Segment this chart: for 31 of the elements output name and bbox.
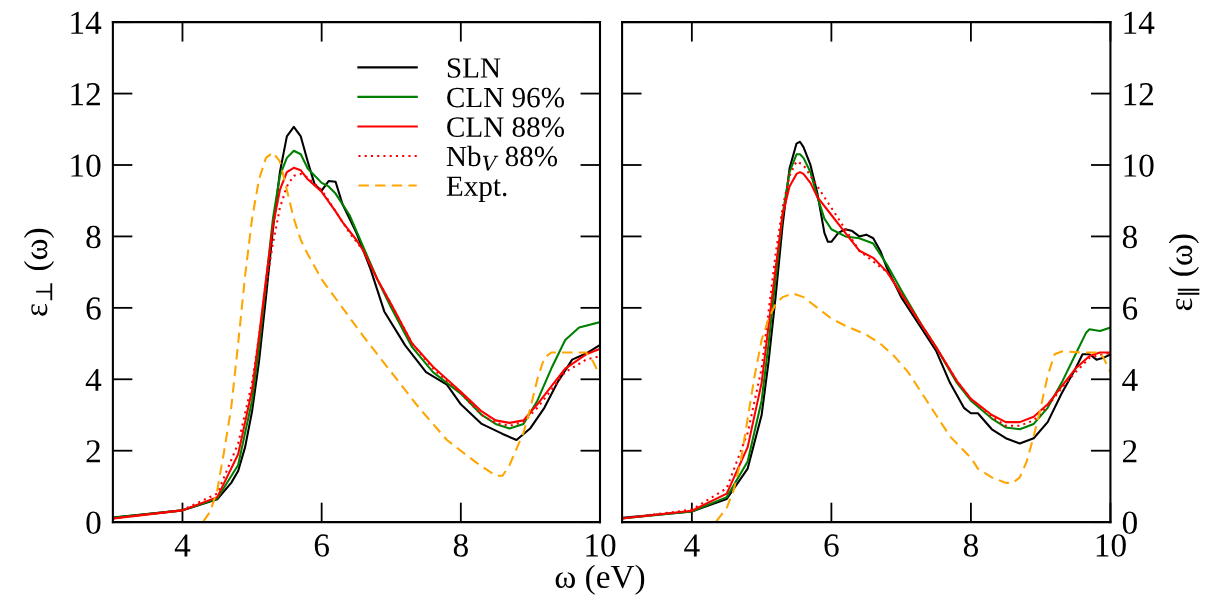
y-axis-title: ε$_{⊥}$ (ω) [23,228,55,316]
x-tick-label: 10 [586,534,616,557]
legend-label: Nb$_{V}$ 88% [446,145,558,171]
y-tick-label: 2 [1123,440,1137,463]
x-tick-label: 6 [824,534,839,557]
y-tick-label: 12 [1124,83,1154,106]
y-axis-title: ε$_{∥}$ (ω) [1168,234,1200,311]
x-axis-title: ω (eV) [555,564,645,595]
y-tick-label: 0 [86,511,101,535]
y-tick-label: 8 [1122,225,1137,249]
y-tick-label: 14 [71,11,102,34]
x-tick-label: 6 [314,534,329,557]
x-tick-label: 4 [684,534,700,557]
x-tick-label: 8 [963,534,978,557]
legend-label: SLN [447,58,501,78]
y-tick-label: 14 [1124,11,1155,34]
y-tick-label: 6 [86,297,101,320]
y-tick-label: 10 [1124,154,1154,177]
y-tick-label: 6 [1122,297,1138,320]
y-tick-label: 4 [1122,368,1138,391]
y-tick-label: 0 [1122,511,1137,535]
x-tick-label: 4 [174,534,191,557]
y-tick-label: 10 [71,154,101,177]
y-tick-label: 2 [86,440,100,463]
x-tick-label: 8 [453,534,468,557]
legend-label: Expt. [446,176,507,202]
legend-label: CLN 96% [447,87,565,108]
y-tick-label: 4 [85,368,102,391]
legend-label: CLN 88% [447,117,565,138]
y-tick-label: 8 [86,225,101,249]
y-tick-label: 12 [71,83,100,106]
